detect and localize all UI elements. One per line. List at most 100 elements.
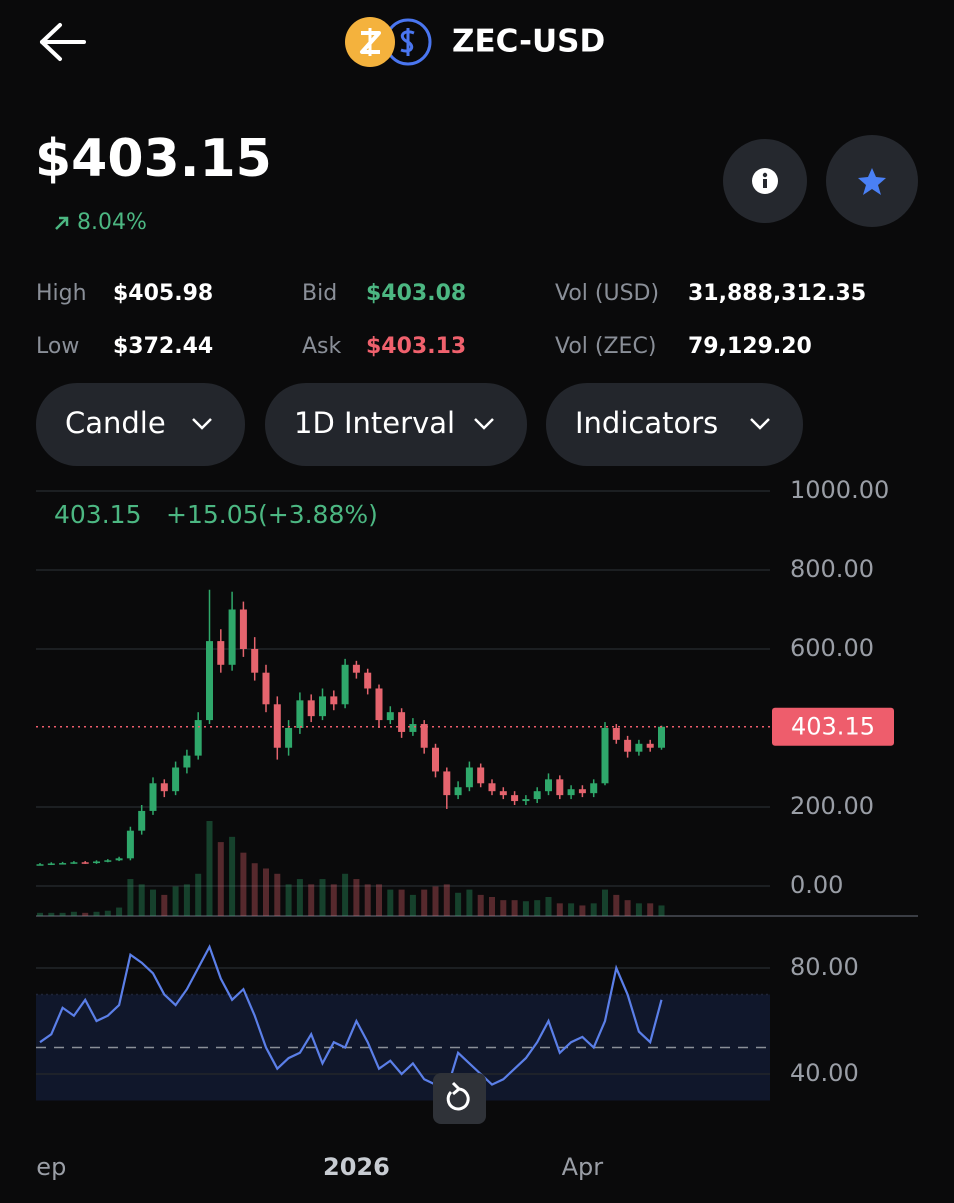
candle-body xyxy=(409,724,417,732)
info-button[interactable] xyxy=(723,139,807,223)
dropdown-button[interactable]: Indicators xyxy=(546,383,803,466)
candle-body xyxy=(386,712,394,721)
back-button[interactable] xyxy=(40,23,86,61)
y-tick-label: 200.00 xyxy=(790,792,874,820)
chevron[interactable] xyxy=(474,418,494,430)
volume-bar xyxy=(443,884,450,916)
volume-bar xyxy=(104,910,111,916)
candle-body xyxy=(307,700,315,717)
volume-bar xyxy=(48,912,55,916)
dropdown-label[interactable]: Candle xyxy=(65,406,166,440)
candle-body xyxy=(499,791,507,796)
dropdown-button[interactable]: 1D Interval xyxy=(265,383,527,466)
candle-body xyxy=(420,724,428,748)
ohlc-summary: +15.05 xyxy=(166,500,259,529)
volume-bar xyxy=(206,821,213,916)
volume-bar xyxy=(127,879,134,916)
volume-bar xyxy=(70,911,77,916)
volume-bar xyxy=(37,912,43,916)
volume-bar xyxy=(376,884,382,916)
stat-value: $405.98 xyxy=(113,281,213,306)
candle-body xyxy=(398,712,406,732)
volume-bar xyxy=(590,903,597,916)
stat-value: $372.44 xyxy=(113,334,213,359)
reset-button[interactable] xyxy=(433,1073,486,1124)
candle-body xyxy=(251,648,259,673)
volume-bar xyxy=(534,900,541,916)
candle-body xyxy=(646,743,654,748)
stat-label: High xyxy=(36,281,87,306)
volume-bar xyxy=(229,836,236,916)
dropdown-background[interactable] xyxy=(546,383,803,466)
candle-body xyxy=(352,664,360,673)
candle-body xyxy=(658,726,665,748)
candle-body xyxy=(601,727,609,784)
volume-bar xyxy=(421,889,428,916)
candle-body xyxy=(488,783,496,792)
candle-body xyxy=(545,779,552,792)
candle-body xyxy=(70,862,78,864)
candle-body xyxy=(126,830,134,859)
volume-bar xyxy=(172,886,179,916)
price: $403.15 xyxy=(35,129,272,189)
volume-bar xyxy=(432,886,439,916)
x-tick-label: 2026 xyxy=(323,1153,390,1181)
y-tick-label: 0.00 xyxy=(790,871,843,899)
candle-body xyxy=(567,789,575,796)
candle-body xyxy=(624,739,632,752)
candle-body xyxy=(160,783,168,792)
candle-body xyxy=(285,727,293,748)
x-tick-label: Apr xyxy=(562,1153,604,1181)
dropdown-button[interactable]: Candle xyxy=(36,383,245,466)
volume-bar xyxy=(409,894,416,916)
volume-bar xyxy=(82,912,89,916)
ohlc-summary: (+3.88%) xyxy=(258,500,378,529)
last-price-tag xyxy=(772,707,894,746)
candle-body xyxy=(578,789,586,794)
favorite-button[interactable] xyxy=(826,135,918,227)
volume-bar xyxy=(466,889,473,916)
chevron[interactable] xyxy=(750,418,770,430)
volume-bar xyxy=(602,889,608,916)
candle-body xyxy=(217,641,225,665)
candle-body xyxy=(590,783,598,794)
volume-bar xyxy=(240,852,247,916)
volume-bar xyxy=(500,900,507,916)
volume-bar xyxy=(274,873,281,916)
candle-body xyxy=(194,720,202,756)
chevron[interactable] xyxy=(192,418,212,430)
volume-bar xyxy=(59,912,66,916)
rsi-line xyxy=(39,944,663,1092)
change-arrow xyxy=(55,216,69,230)
candle-body xyxy=(183,755,191,768)
y-tick-label: 800.00 xyxy=(790,555,874,583)
volume-bar xyxy=(635,903,642,916)
candle-body xyxy=(556,779,564,796)
volume-bar xyxy=(455,892,462,916)
volume-bar xyxy=(545,897,552,916)
volume-bar xyxy=(342,873,349,916)
dropdown-label[interactable]: Indicators xyxy=(575,406,718,440)
volume-bar xyxy=(624,900,631,916)
y-tick-label: 600.00 xyxy=(790,634,874,662)
candle-body xyxy=(522,799,530,802)
candle-body xyxy=(330,696,338,705)
candle-body xyxy=(138,810,146,831)
candle-body xyxy=(319,696,326,717)
candle-body xyxy=(432,747,439,772)
candle-body xyxy=(341,664,349,705)
volume-bar xyxy=(489,897,495,916)
candle-body xyxy=(47,863,55,865)
volume-bar xyxy=(568,903,575,916)
dropdown-label[interactable]: 1D Interval xyxy=(294,406,455,440)
volume-bar xyxy=(251,863,258,916)
volume-bar xyxy=(183,884,190,916)
volume-bar xyxy=(658,905,665,916)
candle-body xyxy=(454,787,462,796)
volume-bar xyxy=(387,889,394,916)
dropdown-background[interactable] xyxy=(265,383,527,466)
dropdown-background[interactable] xyxy=(36,383,245,466)
pair-title: ZEC-USD xyxy=(452,24,605,60)
